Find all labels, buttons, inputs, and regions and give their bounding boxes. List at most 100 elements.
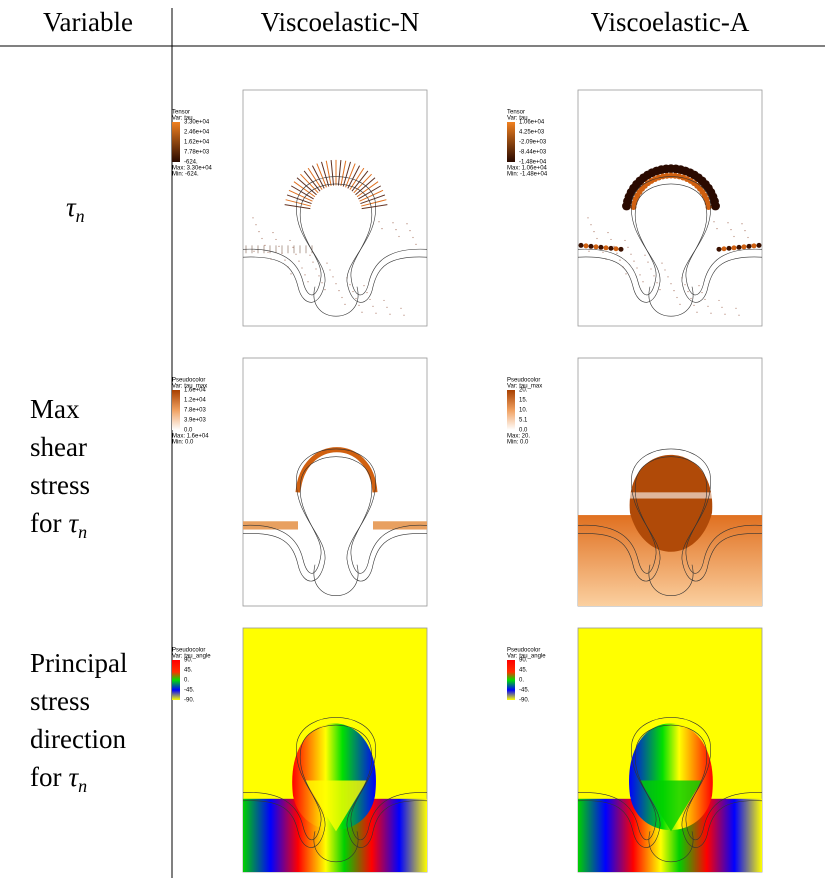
row-label-subscript: n [76,206,85,226]
legend-tick-label: 1.6e+04 [184,388,207,394]
field-dot [369,299,370,300]
field-dot [656,282,657,283]
field-dot [730,229,731,230]
field-dot [295,254,296,255]
legend-tick-label: -8.44e+03 [519,150,547,156]
field-dot [375,313,376,314]
legend-tick-label: 1.62e+04 [184,140,210,146]
legend-tick-label: 0. [184,678,189,684]
plot-background [243,358,427,606]
stress-dot [737,245,742,250]
legend-tick-label: 45. [184,668,193,674]
field-dot [261,238,262,239]
legend-colorbar [172,122,180,162]
field-dot [721,307,722,308]
field-dot [679,304,680,305]
row-label-subscript: n [78,776,87,796]
field-dot [332,276,333,277]
row-label-line: stress [30,470,90,500]
stress-dot [604,245,609,250]
field-dot [696,312,697,313]
field-dot [301,267,302,268]
field-dot [318,275,319,276]
field-dot [676,297,677,298]
field-dot [326,262,327,263]
field-dot [630,254,631,255]
field-dot [383,300,384,301]
field-dot [398,236,399,237]
field-dot [661,262,662,263]
stress-dot [757,243,762,248]
field-dot [619,260,620,261]
field-dot [687,291,688,292]
field-dot [701,292,702,293]
field-dot [639,274,640,275]
legend-min: Min: -624. [172,172,199,178]
field-dot [698,285,699,286]
field-dot [625,273,626,274]
field-dot [309,255,310,256]
field-dot [690,298,691,299]
legend-tick-label: 3.30e+04 [184,120,210,126]
field-dot [653,275,654,276]
plot-image [578,90,762,326]
row-label-prefix: for [30,762,61,792]
legend-min: Min: -1.48e+04 [507,172,548,178]
field-dot [304,274,305,275]
field-dot [607,232,608,233]
legend-tick-label: 5.1 [519,418,528,424]
field-dot [633,261,634,262]
field-dot [403,315,404,316]
legend-tick-label: -90. [184,698,195,704]
legend-tick-label: 0. [519,678,524,684]
field-dot [644,255,645,256]
field-dot [372,306,373,307]
field-dot [335,283,336,284]
field-dot [267,252,268,253]
plot-image [578,628,762,872]
legend-colorbar [507,390,515,430]
field-dot [349,284,350,285]
field-dot [716,228,717,229]
field-dot [344,304,345,305]
field-dot [642,281,643,282]
field-dot [338,290,339,291]
stress-dot [722,246,727,251]
field-dot [596,238,597,239]
field-dot [389,314,390,315]
row-label-prefix: for [30,508,61,538]
stress-dot [614,246,619,251]
field-dot [647,261,648,262]
row-label-line: Principal [30,648,127,678]
field-dot [315,268,316,269]
header-cell: Variable [43,7,133,37]
legend-tick-label: 2.46e+04 [184,130,210,136]
legend-tick-label: 90. [519,658,528,664]
header-cell: Viscoelastic-A [591,7,750,37]
plot-background [243,90,427,326]
row-label-line: direction [30,724,126,754]
field-dot [587,217,588,218]
field-dot [378,221,379,222]
field-dot [321,282,322,283]
field-dot [400,308,401,309]
legend-tick-label: -2.09e+03 [519,140,547,146]
field-dot [292,247,293,248]
stress-dot [711,202,720,211]
field-dot [713,221,714,222]
field-dot [284,260,285,261]
field-dot [738,315,739,316]
field-dot [415,244,416,245]
field-dot [744,230,745,231]
field-dot [358,305,359,306]
legend-min: Min: 0.0 [172,440,194,446]
row-label-subscript: n [78,522,87,542]
field-dot [252,217,253,218]
field-dot [602,252,603,253]
field-dot [664,269,665,270]
legend-tick-label: 1.2e+04 [184,398,207,404]
stress-dot [747,244,752,249]
field-dot [392,222,393,223]
field-dot [733,236,734,237]
field-dot [627,247,628,248]
